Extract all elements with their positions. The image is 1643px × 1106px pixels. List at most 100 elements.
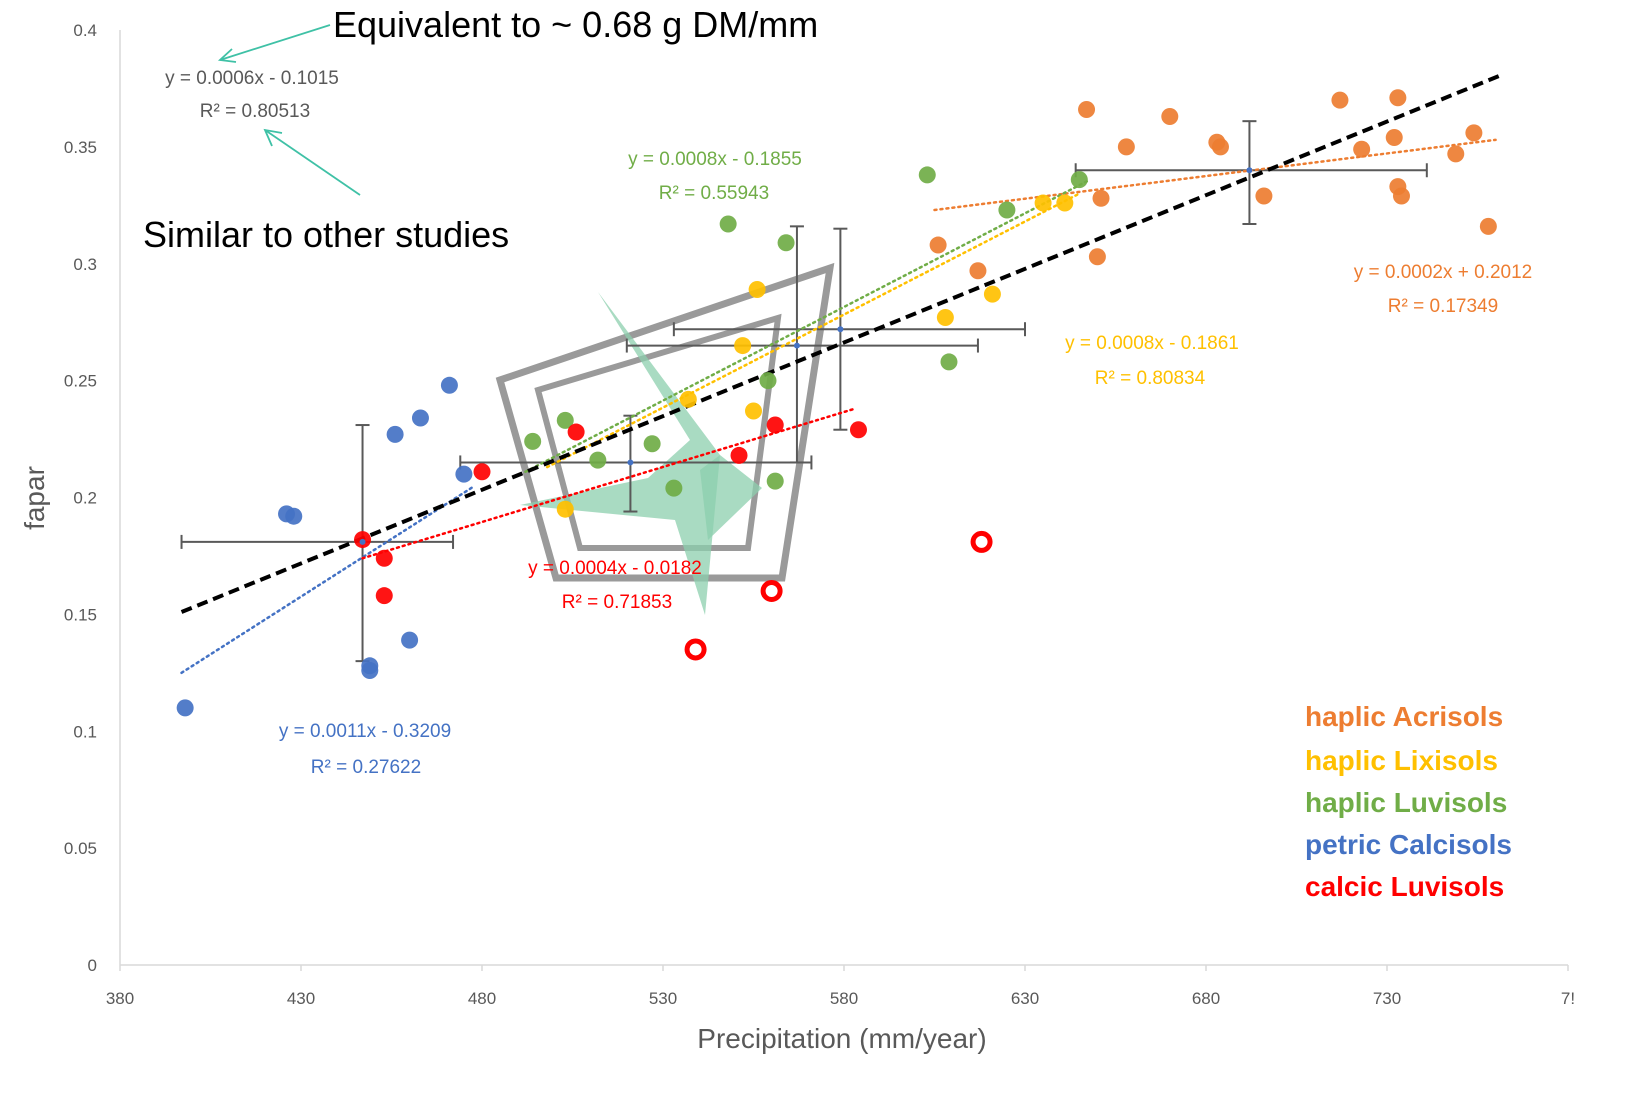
- overall-trend-equation-text: y = 0.0006x - 0.1015: [165, 68, 339, 89]
- data-point: [1034, 194, 1052, 212]
- x-tick-label: 430: [287, 989, 315, 1008]
- data-point: [1447, 145, 1465, 163]
- error-bar: [672, 227, 1026, 431]
- annotation-equivalent: Equivalent to ~ 0.68 g DM/mm: [333, 4, 818, 45]
- y-tick-label: 0.3: [73, 255, 97, 274]
- data-point: [1385, 129, 1403, 147]
- data-point: [589, 451, 607, 469]
- data-point: [940, 353, 958, 371]
- data-point: [1088, 248, 1106, 266]
- error-bar-center-point: [359, 538, 366, 545]
- legend-item-petric-calcisols: petric Calcisols: [1305, 829, 1512, 860]
- trendlines: [180, 72, 1504, 675]
- data-point: [176, 699, 194, 717]
- error-bar-center-point: [627, 459, 634, 466]
- overall-trend-equation: y = 0.0006x - 0.1015 R² = 0.80513: [165, 68, 339, 122]
- acrisols-trend-equation-text: y = 0.0002x + 0.2012: [1354, 262, 1533, 283]
- luvisols-trend-equation-text: y = 0.0008x - 0.1855: [628, 149, 802, 170]
- data-point: [285, 507, 303, 525]
- calcic-luvisols-trend-r2-text: R² = 0.71853: [562, 592, 672, 613]
- data-point: [969, 262, 987, 280]
- data-point: [766, 416, 784, 434]
- data-point: [1078, 100, 1096, 118]
- legend-item-calcic-luvisols: calcic Luvisols: [1305, 871, 1504, 902]
- data-point: [556, 411, 574, 429]
- series-trendline: [545, 192, 1081, 469]
- x-axis-title: Precipitation (mm/year): [697, 1023, 986, 1054]
- x-tick-label: 680: [1192, 989, 1220, 1008]
- data-point: [440, 376, 458, 394]
- data-point: [1255, 187, 1273, 205]
- series-trendline: [361, 407, 857, 560]
- data-point: [361, 661, 379, 679]
- lixisols-trend-equation-text: y = 0.0008x - 0.1861: [1065, 333, 1239, 354]
- y-tick-label: 0.15: [64, 605, 97, 624]
- series-trendline: [933, 138, 1497, 212]
- y-tick-label: 0.2: [73, 489, 97, 508]
- data-point: [1070, 171, 1088, 189]
- lixisols-trend-r2-text: R² = 0.80834: [1095, 368, 1206, 389]
- axes: 380 430 480 530 580 630 680 730 7! 0 0.05 0.1 0.15 0.…: [64, 21, 1575, 1008]
- data-point: [1331, 91, 1349, 109]
- error-bar-center-point: [1246, 167, 1253, 174]
- overall-trend-r2-text: R² = 0.80513: [200, 101, 310, 122]
- data-points: [176, 89, 1497, 717]
- x-tick-label: 530: [649, 989, 677, 1008]
- legend-item-haplic-lixisols: haplic Lixisols: [1305, 745, 1498, 776]
- lixisols-trend-equation: y = 0.0008x - 0.1861 R² = 0.80834: [1065, 333, 1239, 389]
- data-point: [719, 215, 737, 233]
- data-point: [556, 500, 574, 518]
- data-point: [730, 446, 748, 464]
- data-point: [759, 372, 777, 390]
- data-point: [745, 402, 762, 420]
- y-tick-label: 0.35: [64, 138, 97, 157]
- x-tick-label: 380: [106, 989, 134, 1008]
- data-point: [983, 285, 1001, 303]
- x-tick-label: 730: [1373, 989, 1401, 1008]
- luvisols-trend-r2-text: R² = 0.55943: [659, 183, 769, 204]
- data-point: [401, 631, 419, 649]
- data-point: [643, 435, 661, 453]
- data-point-open: [684, 638, 707, 661]
- data-point: [665, 479, 683, 497]
- data-point: [375, 587, 393, 605]
- annotation-similar: Similar to other studies: [143, 214, 509, 255]
- luvisols-trend-equation: y = 0.0008x - 0.1855 R² = 0.55943: [628, 149, 802, 204]
- data-point: [849, 421, 867, 439]
- data-point: [411, 409, 429, 427]
- data-point: [998, 201, 1016, 219]
- series-trendline: [524, 178, 1092, 474]
- watermark-logo: [495, 262, 835, 615]
- data-point: [567, 423, 585, 441]
- data-point: [1479, 217, 1497, 235]
- y-tick-label: 0.1: [73, 722, 97, 741]
- data-point-open: [760, 580, 783, 602]
- calcic-luvisols-trend-equation: y = 0.0004x - 0.0182 R² = 0.71853: [528, 558, 702, 613]
- y-tick-label: 0: [88, 956, 97, 975]
- data-point: [473, 463, 491, 481]
- data-point-open: [970, 530, 993, 553]
- data-point: [1211, 138, 1229, 156]
- data-point: [1056, 194, 1074, 212]
- x-tick-label: 7!: [1561, 989, 1575, 1008]
- calcic-luvisols-trend-equation-text: y = 0.0004x - 0.0182: [528, 558, 702, 579]
- y-tick-label: 0.25: [64, 372, 97, 391]
- data-point: [524, 432, 542, 450]
- data-point: [386, 425, 404, 443]
- data-point: [766, 472, 784, 490]
- x-tick-label: 480: [468, 989, 496, 1008]
- data-point: [734, 337, 752, 355]
- data-point: [1392, 187, 1410, 205]
- x-tick-label: 580: [830, 989, 858, 1008]
- data-point: [1117, 138, 1135, 156]
- legend-item-haplic-luvisols: haplic Luvisols: [1305, 787, 1507, 818]
- data-point: [455, 465, 473, 483]
- annotation-arrow-bottom: [263, 128, 361, 196]
- data-point: [1092, 189, 1110, 207]
- annotation-arrow-top: [217, 24, 331, 63]
- error-bar-center-point: [837, 326, 844, 333]
- calcisols-trend-r2-text: R² = 0.27622: [311, 757, 421, 778]
- data-point: [1353, 140, 1371, 158]
- data-point: [929, 236, 947, 254]
